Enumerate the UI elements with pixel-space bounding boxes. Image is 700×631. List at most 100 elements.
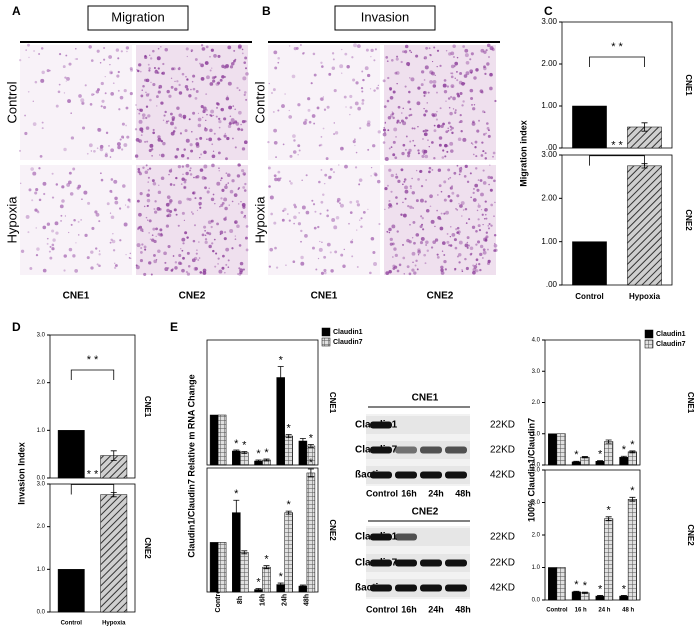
cell [482,250,487,255]
cell [386,230,389,233]
cell [274,246,277,250]
cell [383,126,385,129]
bar [209,542,219,593]
cell [154,200,157,203]
cell [109,241,112,244]
y-tick-label: 0.0 [37,476,46,482]
blot-strip [366,441,470,459]
cell [487,175,491,179]
cell [147,168,149,171]
bar [298,440,308,466]
cell [180,154,185,158]
cell [241,119,246,124]
cell [397,179,401,183]
cell [183,219,186,222]
cell [240,211,244,214]
cell [487,129,490,132]
y-tick-label: 2.0 [532,533,541,539]
cell [126,50,128,53]
cell [111,239,116,244]
cell [395,136,397,138]
cell [450,187,452,189]
cell [199,168,204,172]
cell [153,208,156,211]
cell [38,198,42,202]
cell [143,272,147,276]
cell [209,69,212,72]
cell [156,56,161,61]
cell [420,198,424,203]
cell [387,129,390,132]
cell [382,128,386,132]
cell [72,167,76,171]
cell [245,248,249,252]
cell [181,211,185,215]
cell [486,43,491,48]
cell [222,254,225,258]
cell [183,186,186,189]
cell [138,112,141,115]
cell [212,249,215,253]
cell [54,221,59,226]
cell [463,175,467,178]
cell [203,164,208,169]
cell [292,134,296,138]
cell [273,128,277,133]
cell [145,105,149,108]
cell [319,212,322,215]
cell [174,155,178,159]
bar [571,591,581,601]
cell [389,242,393,246]
cell [70,112,72,114]
cell [227,124,232,129]
bar [57,569,85,613]
cell [303,121,307,125]
cell [181,249,184,252]
panel-label: D [12,320,21,334]
cell [449,111,453,116]
cell [214,265,217,268]
cell [157,67,160,70]
cell [457,230,461,234]
bar [572,241,607,286]
band [395,559,417,567]
cell [206,114,208,116]
row-label: Hypoxia [4,196,19,244]
cell [493,243,498,248]
error-bar [277,366,284,389]
cell [170,131,175,136]
cell [220,138,222,141]
significance-star: * [598,449,603,461]
plot-frame [561,154,673,286]
cell [168,94,172,98]
cell [436,49,440,52]
cell [157,47,160,50]
y-axis-label: 100% Claudin1/Claudin7 [526,418,536,522]
cell [289,180,291,183]
cell [466,236,470,240]
cell [392,116,395,120]
significance-star: * [630,485,635,497]
cell [36,247,40,251]
cell [454,267,457,271]
cell [484,152,487,155]
cell [99,172,102,175]
cell [225,247,230,252]
cell [203,150,207,155]
cell [490,224,493,227]
cell [449,95,453,99]
cell [77,220,80,223]
cell [402,243,404,246]
cell [482,248,486,252]
cell [121,122,125,126]
cell [27,90,30,93]
cell [19,182,22,185]
cell [370,166,373,169]
panel-name: CNE2 [143,537,152,559]
cell [148,93,150,95]
cell [136,199,140,203]
cell [81,198,83,201]
cell [227,81,232,86]
cell [122,184,126,188]
cell [454,109,457,112]
